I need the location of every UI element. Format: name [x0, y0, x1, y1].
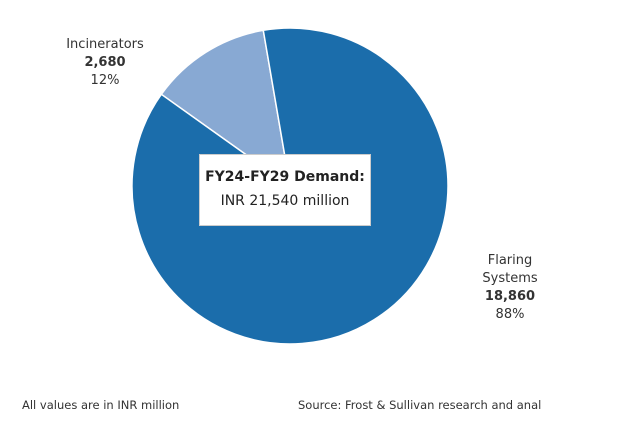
slice-label: Flaring Systems 18,860 88%: [470, 252, 550, 324]
pie-slice: [160, 29, 292, 188]
percent-label: 88%: [495, 307, 525, 322]
source: Source: Frost & Sullivan research and an…: [298, 398, 542, 412]
center-line: FY24-FY29 Demand:: [205, 169, 365, 185]
footnote: All values are in INR million: [22, 398, 180, 412]
center-line: INR 21,540 million: [220, 193, 350, 209]
center-box: FY24-FY29 Demand: INR 21,540 million: [199, 154, 371, 226]
value-label: 18,860: [484, 289, 536, 304]
slice-label: Incinerators 2,680 12%: [55, 36, 155, 90]
category-label: Incinerators: [66, 37, 144, 52]
value-label: 2,680: [84, 55, 126, 70]
category-label: Flaring Systems: [482, 253, 538, 286]
percent-label: 12%: [90, 73, 120, 88]
